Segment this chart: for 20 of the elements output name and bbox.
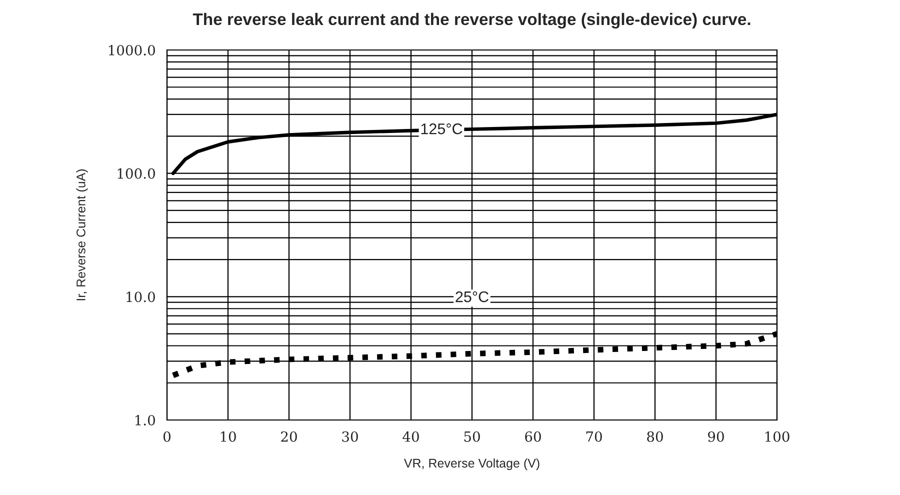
y-tick-label: 1.0 [135, 414, 155, 426]
x-tick-label: 70 [586, 431, 602, 442]
x-tick-label: 80 [647, 431, 663, 442]
x-tick-label: 30 [342, 431, 358, 442]
y-tick-label: 100.0 [118, 168, 155, 179]
annotation: 125°C [421, 123, 462, 134]
annotation: 25°C [456, 291, 488, 302]
x-tick-label: 10 [220, 431, 236, 442]
x-tick-label: 100 [765, 431, 790, 442]
y-tick-label: 10.0 [126, 292, 155, 302]
y-axis-title: Ir, Reverse Current (uA) [76, 169, 88, 300]
y-tick-label: 1000.0 [108, 44, 155, 56]
x-tick-label: 20 [281, 431, 297, 442]
x-tick-label: 60 [525, 431, 541, 442]
x-tick-label: 40 [402, 431, 419, 442]
x-tick-label: 90 [708, 431, 724, 442]
chart-title: The reverse leak current and the reverse voltage (single-device) curve. [192, 12, 750, 29]
x-tick-label: 50 [464, 431, 480, 442]
x-tick-label: 0 [163, 431, 170, 442]
x-axis-title: VR, Reverse Voltage (V) [404, 458, 540, 470]
